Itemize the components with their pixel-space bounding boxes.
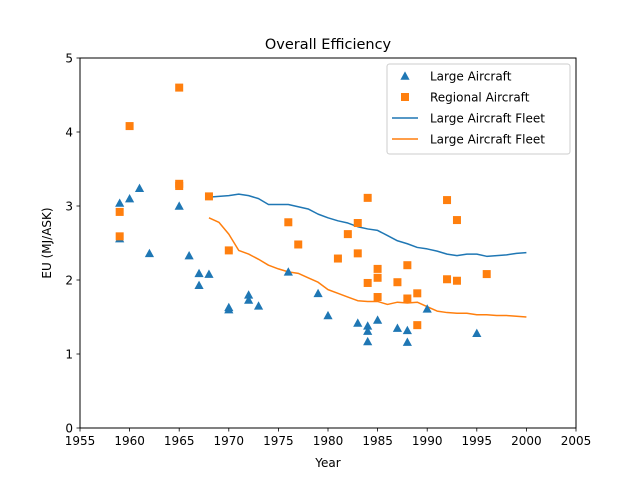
regional-aircraft-point	[333, 254, 342, 263]
x-tick-label: 2000	[511, 434, 542, 448]
y-tick-label: 0	[65, 421, 73, 435]
regional-aircraft-point	[284, 218, 293, 227]
legend: Large Aircraft Regional Aircraft Large Air…	[386, 63, 571, 155]
x-tick-label: 1985	[362, 434, 393, 448]
chart-marks	[115, 83, 527, 346]
x-axis: 1955 1960 1965 1970 1975 1980 1985 1990 1995 2000…	[65, 428, 592, 448]
x-tick-label: 1965	[164, 434, 195, 448]
y-tick-label: 1	[65, 347, 73, 361]
regional-aircraft-point	[204, 192, 213, 201]
large-aircraft-point	[115, 198, 125, 207]
x-tick-label: 1975	[263, 434, 294, 448]
regional-aircraft-point	[413, 289, 422, 298]
regional-aircraft-point	[115, 207, 124, 216]
fleet-line-2	[208, 193, 527, 258]
x-tick-label: 2005	[561, 434, 592, 448]
large-aircraft-point	[363, 326, 373, 335]
regional-aircraft-point	[393, 278, 402, 287]
y-tick-label: 5	[65, 51, 73, 65]
y-tick-label: 4	[65, 125, 73, 139]
x-axis-label: Year	[314, 456, 340, 470]
regional-aircraft-point	[175, 83, 184, 92]
regional-aircraft-point	[343, 230, 352, 239]
large-aircraft-point	[373, 315, 383, 324]
regional-aircraft-point	[452, 216, 461, 225]
large-aircraft-point	[194, 280, 204, 289]
large-aircraft-point	[422, 304, 432, 313]
y-tick-label: 2	[65, 273, 73, 287]
regional-aircraft-point	[175, 182, 184, 191]
regional-aircraft-point	[363, 278, 372, 287]
y-axis: 0 1 2 3 4 5	[65, 51, 80, 435]
large-aircraft-point	[253, 301, 264, 310]
large-aircraft-point	[194, 268, 204, 278]
large-aircraft-point	[244, 290, 254, 299]
large-aircraft-point	[283, 267, 293, 276]
y-tick-label: 3	[65, 199, 73, 213]
y-axis-label: EU (MJ/ASK)	[40, 207, 54, 278]
legend-label: Large Aircraft	[430, 69, 512, 83]
fleet-line-3	[208, 217, 527, 318]
regional-aircraft-point	[413, 321, 422, 330]
regional-aircraft-point	[125, 122, 134, 131]
large-aircraft-point	[144, 248, 155, 258]
large-aircraft-point	[472, 328, 482, 338]
large-aircraft-point	[184, 250, 194, 260]
large-aircraft-point	[174, 201, 184, 210]
regional-aircraft-point	[403, 261, 412, 270]
regional-aircraft-point	[294, 240, 303, 249]
large-aircraft-point	[125, 194, 135, 203]
regional-aircraft-point	[373, 293, 382, 302]
large-aircraft-point	[224, 305, 234, 314]
large-aircraft-point	[313, 288, 323, 298]
legend-marker-swatch	[401, 93, 409, 101]
large-aircraft-point	[323, 310, 333, 320]
large-aircraft-point	[392, 323, 403, 332]
regional-aircraft-point	[353, 249, 362, 258]
large-aircraft-point	[204, 269, 214, 278]
regional-aircraft-point	[443, 275, 452, 284]
x-tick-label: 1955	[65, 434, 96, 448]
regional-aircraft-point	[373, 264, 382, 273]
regional-aircraft-point	[224, 246, 233, 255]
large-aircraft-point	[402, 325, 412, 335]
legend-label: Large Aircraft Fleet	[430, 132, 545, 146]
large-aircraft-point	[244, 295, 254, 304]
regional-aircraft-point	[482, 270, 491, 279]
regional-aircraft-point	[115, 232, 124, 241]
x-tick-label: 1990	[412, 434, 443, 448]
legend-label: Large Aircraft Fleet	[430, 111, 545, 125]
x-tick-label: 1960	[114, 434, 145, 448]
large-aircraft-point	[402, 337, 412, 346]
x-tick-label: 1970	[214, 434, 245, 448]
regional-aircraft-point	[363, 193, 372, 202]
large-aircraft-point	[363, 336, 373, 346]
regional-aircraft-point	[403, 294, 412, 303]
regional-aircraft-point	[452, 276, 461, 285]
large-aircraft-point	[353, 318, 363, 327]
large-aircraft-point	[363, 321, 373, 330]
legend-box	[386, 63, 571, 155]
large-aircraft-point	[134, 183, 145, 193]
regional-aircraft-point	[353, 219, 362, 228]
regional-aircraft-point	[443, 196, 452, 205]
legend-label: Regional Aircraft	[430, 90, 530, 104]
legend-marker-swatch	[400, 71, 410, 80]
chart-title: Overall Efficiency	[265, 37, 392, 53]
x-tick-label: 1995	[462, 434, 493, 448]
regional-aircraft-point	[373, 273, 382, 282]
x-tick-label: 1980	[313, 434, 344, 448]
